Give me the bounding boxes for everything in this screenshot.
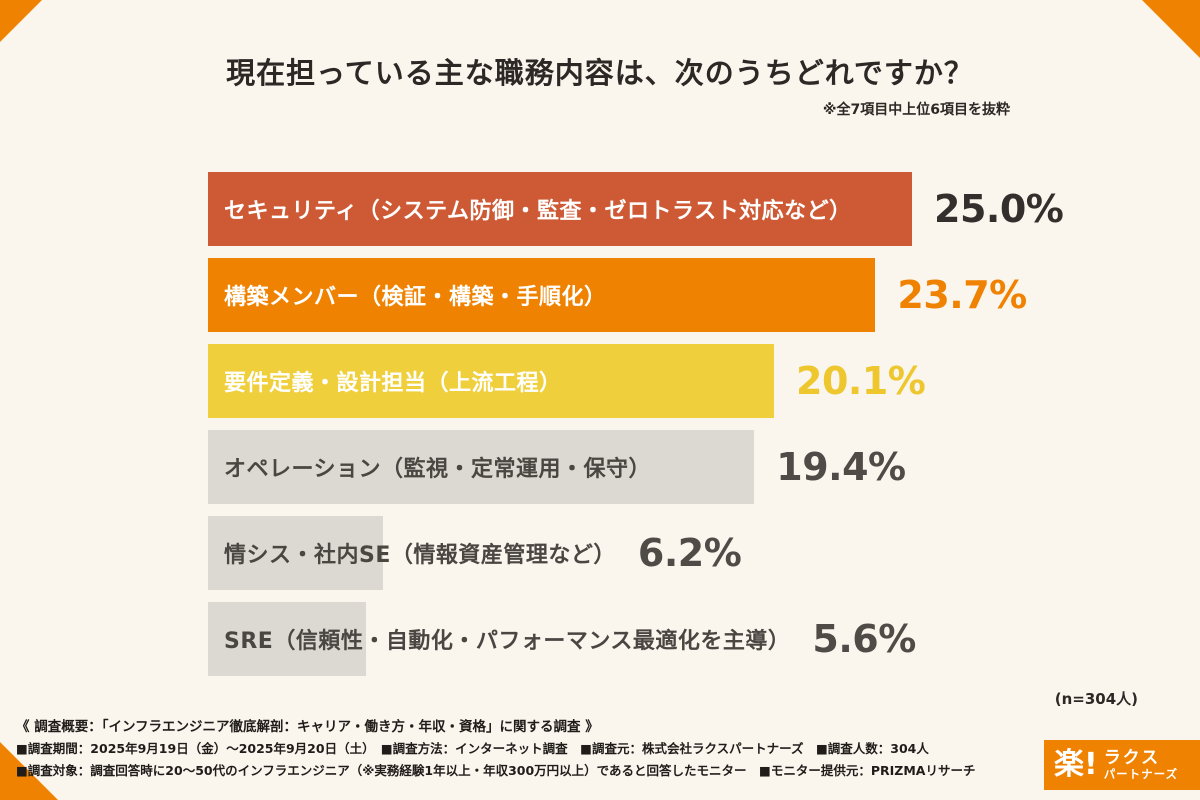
bar-fill [208, 602, 366, 676]
footer-line-3: ■調査対象：調査回答時に20〜50代のインフラエンジニア（※実務経験1年以上・年… [16, 763, 976, 778]
corner-decoration-bottom-left [0, 742, 58, 800]
page-title: 現在担っている主な職務内容は、次のうちどれですか？ [226, 56, 974, 90]
bar-row: 情シス・社内SE（情報資産管理など） 6.2% [208, 516, 1168, 590]
logo-company-name-2: パートナーズ [1103, 767, 1179, 781]
company-logo: 楽! ラクス パートナーズ [1044, 740, 1200, 790]
bar-row: オペレーション（監視・定常運用・保守） 19.4% [208, 430, 1168, 504]
corner-decoration-top-right [1142, 0, 1200, 58]
bar-chart: セキュリティ（システム防御・監査・ゼロトラスト対応など） 25.0% 構築メンバー（… [208, 172, 1168, 688]
logo-text: ラクス パートナーズ [1104, 749, 1178, 781]
bar-category-label: オペレーション（監視・定常運用・保守） [224, 457, 652, 482]
bar-value-label: 6.2% [637, 531, 742, 575]
bar-value-label: 19.4% [776, 445, 906, 489]
bar-category-label: SRE（信頼性・自動化・パフォーマンス最適化を主導） [224, 629, 791, 654]
bar-fill [208, 430, 755, 504]
bar-row: セキュリティ（システム防御・監査・ゼロトラスト対応など） 25.0% [208, 172, 1168, 246]
logo-mark-icon: 楽! [1054, 747, 1098, 782]
bar-category-label: 要件定義・設計担当（上流工程） [224, 371, 562, 396]
footer-line-1: 《 調査概要：「インフラエンジニア徹底解剖：キャリア・働き方・年収・資格」に関す… [16, 719, 599, 735]
bar-category-label: セキュリティ（システム防御・監査・ゼロトラスト対応など） [224, 199, 852, 224]
bar-value-label: 25.0% [934, 187, 1064, 231]
bar-value-label: 20.1% [796, 359, 926, 403]
bar-row: 要件定義・設計担当（上流工程） 20.1% [208, 344, 1168, 418]
footer-line-2: ■調査期間：2025年9月19日（金）〜2025年9月20日（土） ■調査方法：… [16, 741, 929, 756]
bar-fill [208, 172, 912, 246]
bar-category-label: 情シス・社内SE（情報資産管理など） [224, 543, 616, 568]
bar-value-label: 5.6% [812, 617, 916, 661]
bar-fill [208, 344, 775, 418]
logo-company-name: ラクス [1103, 748, 1161, 768]
bar-category-label: 構築メンバー（検証・構築・手順化） [224, 285, 607, 310]
corner-decoration-top-left [0, 0, 42, 42]
bar-fill [208, 516, 383, 590]
bar-fill [208, 258, 876, 332]
sample-size-label: (n=304人) [1054, 690, 1138, 708]
bar-row: 構築メンバー（検証・構築・手順化） 23.7% [208, 258, 1168, 332]
bar-row: SRE（信頼性・自動化・パフォーマンス最適化を主導） 5.6% [208, 602, 1168, 676]
chart-note: ※全7項目中上位6項目を抜粋 [822, 102, 1010, 118]
bar-value-label: 23.7% [897, 273, 1027, 317]
survey-overview-footer: 《 調査概要：「インフラエンジニア徹底解剖：キャリア・働き方・年収・資格」に関す… [16, 716, 1046, 782]
